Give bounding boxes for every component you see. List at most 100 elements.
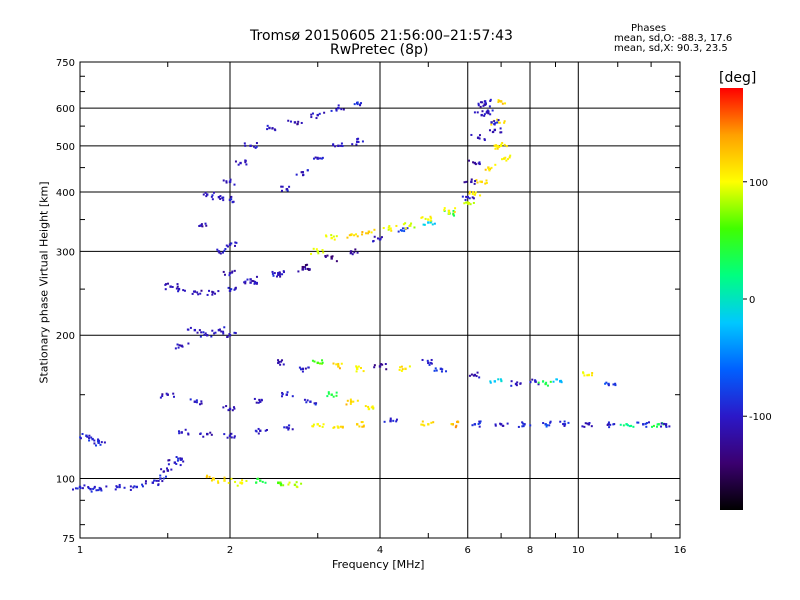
data-point: [330, 257, 333, 260]
data-point: [432, 421, 435, 424]
x-tick-label: 2: [227, 545, 233, 556]
data-point: [485, 111, 488, 114]
data-point: [496, 118, 499, 121]
data-point: [231, 271, 234, 274]
data-point: [332, 395, 335, 398]
colorbar-tick-label: -100: [749, 412, 772, 423]
data-point: [356, 235, 359, 238]
y-tick-label: 500: [56, 142, 75, 153]
data-point: [233, 183, 236, 186]
data-point: [253, 282, 256, 285]
data-point: [161, 395, 164, 398]
data-point: [222, 406, 225, 409]
data-point: [306, 169, 309, 172]
data-point: [287, 428, 290, 431]
data-point: [619, 423, 622, 426]
data-point: [546, 424, 549, 427]
data-point: [155, 479, 158, 482]
y-tick-label: 100: [56, 475, 75, 486]
data-point: [282, 363, 285, 366]
data-point: [93, 486, 96, 489]
data-point: [176, 285, 179, 288]
data-point: [306, 399, 309, 402]
data-point: [421, 423, 424, 426]
data-point: [361, 425, 364, 428]
data-point: [234, 160, 237, 163]
data-point: [199, 403, 202, 406]
data-point: [230, 195, 233, 198]
data-point: [605, 381, 608, 384]
data-point: [443, 207, 446, 210]
data-point: [141, 485, 144, 488]
data-point: [163, 470, 166, 473]
data-point: [477, 102, 480, 105]
data-point: [301, 268, 304, 271]
data-point: [367, 407, 371, 411]
data-point: [311, 425, 314, 428]
data-point: [88, 439, 91, 442]
data-point: [257, 427, 260, 430]
data-point: [153, 479, 156, 482]
data-point: [222, 332, 225, 335]
data-point: [286, 188, 289, 191]
data-point: [295, 481, 298, 484]
data-point: [95, 444, 98, 447]
data-point: [257, 401, 260, 404]
data-point: [353, 103, 356, 106]
data-point: [474, 163, 477, 166]
data-point: [261, 480, 264, 483]
data-point: [471, 192, 474, 195]
data-point: [488, 129, 491, 132]
data-point: [237, 163, 240, 166]
data-point: [341, 426, 344, 429]
data-point: [210, 479, 213, 482]
data-point: [179, 458, 182, 461]
data-point: [531, 378, 534, 381]
data-point: [219, 252, 222, 255]
data-point: [388, 225, 391, 228]
data-point: [330, 109, 333, 112]
data-point: [404, 227, 407, 230]
data-point: [632, 425, 635, 428]
y-axis-label: Stationary phase Virtual Height [km]: [37, 181, 51, 384]
data-point: [367, 405, 370, 408]
data-point: [483, 113, 486, 116]
data-point: [395, 224, 398, 227]
data-point: [216, 248, 219, 251]
data-point: [429, 361, 432, 364]
data-point: [478, 161, 481, 164]
data-point: [83, 484, 86, 487]
data-point: [479, 180, 482, 183]
data-point: [406, 227, 409, 230]
data-point: [448, 210, 451, 213]
data-point: [129, 488, 132, 491]
data-point: [222, 199, 225, 202]
data-point: [645, 425, 648, 428]
data-point: [233, 288, 236, 291]
data-point: [279, 481, 282, 484]
data-point: [607, 421, 610, 424]
data-point: [179, 464, 182, 467]
data-point: [389, 419, 392, 423]
x-tick-label: 8: [527, 545, 533, 556]
data-point: [496, 121, 499, 124]
data-point: [280, 484, 283, 487]
data-point: [489, 381, 492, 384]
data-point: [477, 104, 480, 107]
data-point: [476, 181, 479, 184]
data-point: [209, 431, 212, 434]
data-point: [587, 373, 591, 377]
data-point: [228, 198, 232, 202]
data-point: [469, 203, 472, 206]
data-point: [349, 250, 353, 253]
data-point: [74, 487, 77, 490]
data-point: [281, 185, 284, 188]
data-point: [222, 179, 225, 182]
data-point: [316, 156, 319, 159]
data-point: [211, 194, 214, 197]
data-point: [244, 282, 247, 285]
data-point: [352, 400, 355, 403]
data-point: [320, 157, 323, 160]
data-point: [184, 428, 187, 431]
data-point: [487, 168, 490, 171]
